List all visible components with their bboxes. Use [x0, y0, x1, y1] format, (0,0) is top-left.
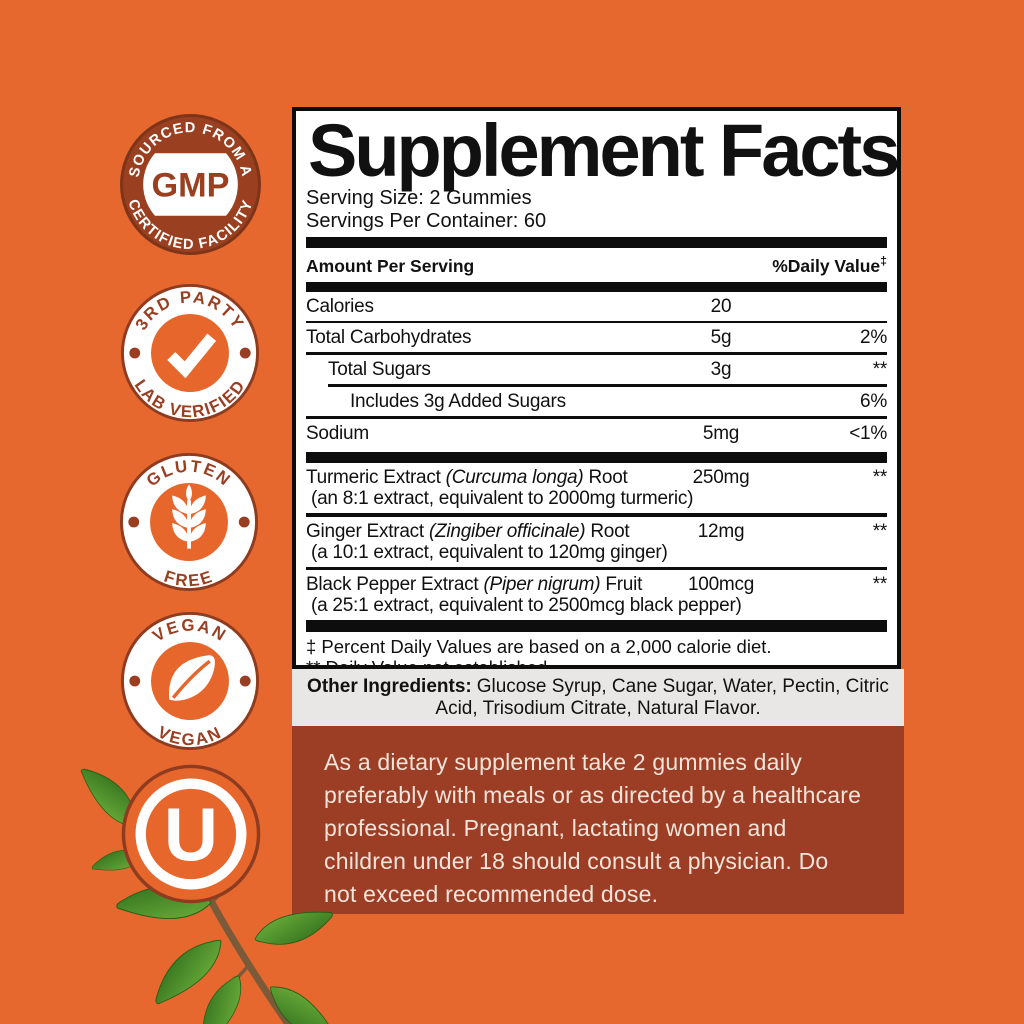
- facts-row: Calories 20: [306, 292, 887, 321]
- row-daily-value: <1%: [849, 423, 887, 445]
- row-subtext: (an 8:1 extract, equivalent to 2000mg tu…: [311, 488, 694, 510]
- badge-inner-disc: [151, 314, 229, 392]
- row-daily-value: 6%: [860, 390, 887, 412]
- serving-size: Serving Size: 2 Gummies: [306, 187, 532, 209]
- gmp-center-plate: [143, 153, 238, 216]
- other-ingredients-text: Glucose Syrup, Cane Sugar, Water, Pectin…: [435, 676, 889, 719]
- page-title: Supplement Facts: [308, 109, 900, 192]
- badge-gluten-free: GLUTEN FREE: [118, 451, 260, 593]
- row-subtext: (a 10:1 extract, equivalent to 120mg gin…: [311, 541, 668, 563]
- row-amount: 3g: [710, 359, 732, 381]
- row-name: Total Sugars: [328, 359, 431, 381]
- row-amount: 20: [710, 295, 732, 317]
- column-headers: Amount Per Serving %Daily Value‡: [306, 248, 887, 282]
- facts-row: Ginger Extract (Zingiber officinale) Roo…: [306, 517, 887, 567]
- row-name: Calories: [306, 295, 374, 317]
- other-ingredients-label: Other Ingredients:: [307, 676, 472, 697]
- divider: [328, 384, 887, 387]
- divider: [306, 415, 887, 420]
- divider: [306, 320, 887, 323]
- row-amount: 5mg: [702, 423, 740, 445]
- divider-bar: [306, 281, 887, 292]
- row-amount: 5g: [710, 326, 732, 348]
- badge-vegan: VEGAN VEGAN: [119, 610, 261, 752]
- gmp-label: GMP: [152, 167, 230, 205]
- row-daily-value: **: [872, 359, 888, 381]
- facts-row: Total Sugars 3g **: [306, 355, 887, 384]
- divider-bar: [306, 237, 887, 248]
- kosher-u-letter: U: [164, 793, 218, 877]
- supplement-facts-panel: Supplement Facts Serving Size: 2 Gummies…: [292, 107, 901, 678]
- row-name: Turmeric Extract (Curcuma longa) Root: [306, 467, 628, 489]
- column-header-amount: Amount Per Serving: [306, 255, 475, 276]
- divider: [306, 351, 887, 356]
- facts-row: Black Pepper Extract (Piper nigrum) Frui…: [306, 570, 887, 620]
- directions-text: As a dietary supplement take 2 gummies d…: [292, 726, 904, 914]
- row-daily-value: **: [872, 467, 888, 489]
- checkmark-icon: [167, 333, 217, 379]
- leaf-icon: [169, 655, 215, 701]
- badge-dot: [238, 516, 250, 528]
- badge-kosher: U: [120, 763, 262, 905]
- row-name: Includes 3g Added Sugars: [350, 390, 566, 412]
- row-name: Black Pepper Extract (Piper nigrum) Frui…: [306, 574, 643, 596]
- servings-per-container: Servings Per Container: 60: [306, 210, 547, 232]
- badge-dot: [128, 516, 140, 528]
- row-subtext: (a 25:1 extract, equivalent to 2500mcg b…: [311, 595, 742, 617]
- divider: [306, 452, 887, 464]
- facts-row: Total Carbohydrates 5g 2%: [306, 323, 887, 352]
- divider: [306, 620, 887, 633]
- badge-dot: [129, 675, 141, 687]
- row-amount: 12mg: [697, 520, 745, 542]
- facts-rows: Calories 20 Total Carbohydrates 5g 2% Total S…: [306, 292, 887, 633]
- divider: [306, 513, 887, 517]
- facts-row: Turmeric Extract (Curcuma longa) Root (an…: [306, 463, 887, 513]
- badge-dot: [129, 347, 141, 359]
- row-name: Ginger Extract (Zingiber officinale) Roo…: [306, 520, 630, 542]
- kosher-u-icon: [135, 778, 247, 890]
- other-ingredients: Other Ingredients: Glucose Syrup, Cane Su…: [292, 669, 904, 726]
- badge-dot: [239, 675, 251, 687]
- divider: [306, 566, 887, 571]
- row-amount: 250mg: [692, 467, 750, 489]
- facts-row: Sodium 5mg <1%: [306, 419, 887, 448]
- facts-row: Includes 3g Added Sugars 6%: [306, 387, 887, 416]
- badge-dot: [239, 347, 251, 359]
- row-name: Total Carbohydrates: [306, 326, 472, 348]
- column-header-daily-value: %Daily Value‡: [772, 254, 887, 276]
- row-daily-value: **: [872, 574, 888, 596]
- row-daily-value: **: [872, 520, 888, 542]
- row-name: Sodium: [306, 423, 369, 445]
- row-amount: 100mcg: [687, 574, 755, 596]
- badge-lab-verified: 3RD PARTY LAB VERIFIED: [119, 282, 261, 424]
- wheat-icon: [172, 484, 206, 549]
- row-daily-value: 2%: [860, 326, 887, 348]
- badge-bottom-text: FREE: [162, 567, 216, 591]
- badge-gmp: SOURCED FROM A GMP CERTIFIED FACILITY: [118, 112, 263, 257]
